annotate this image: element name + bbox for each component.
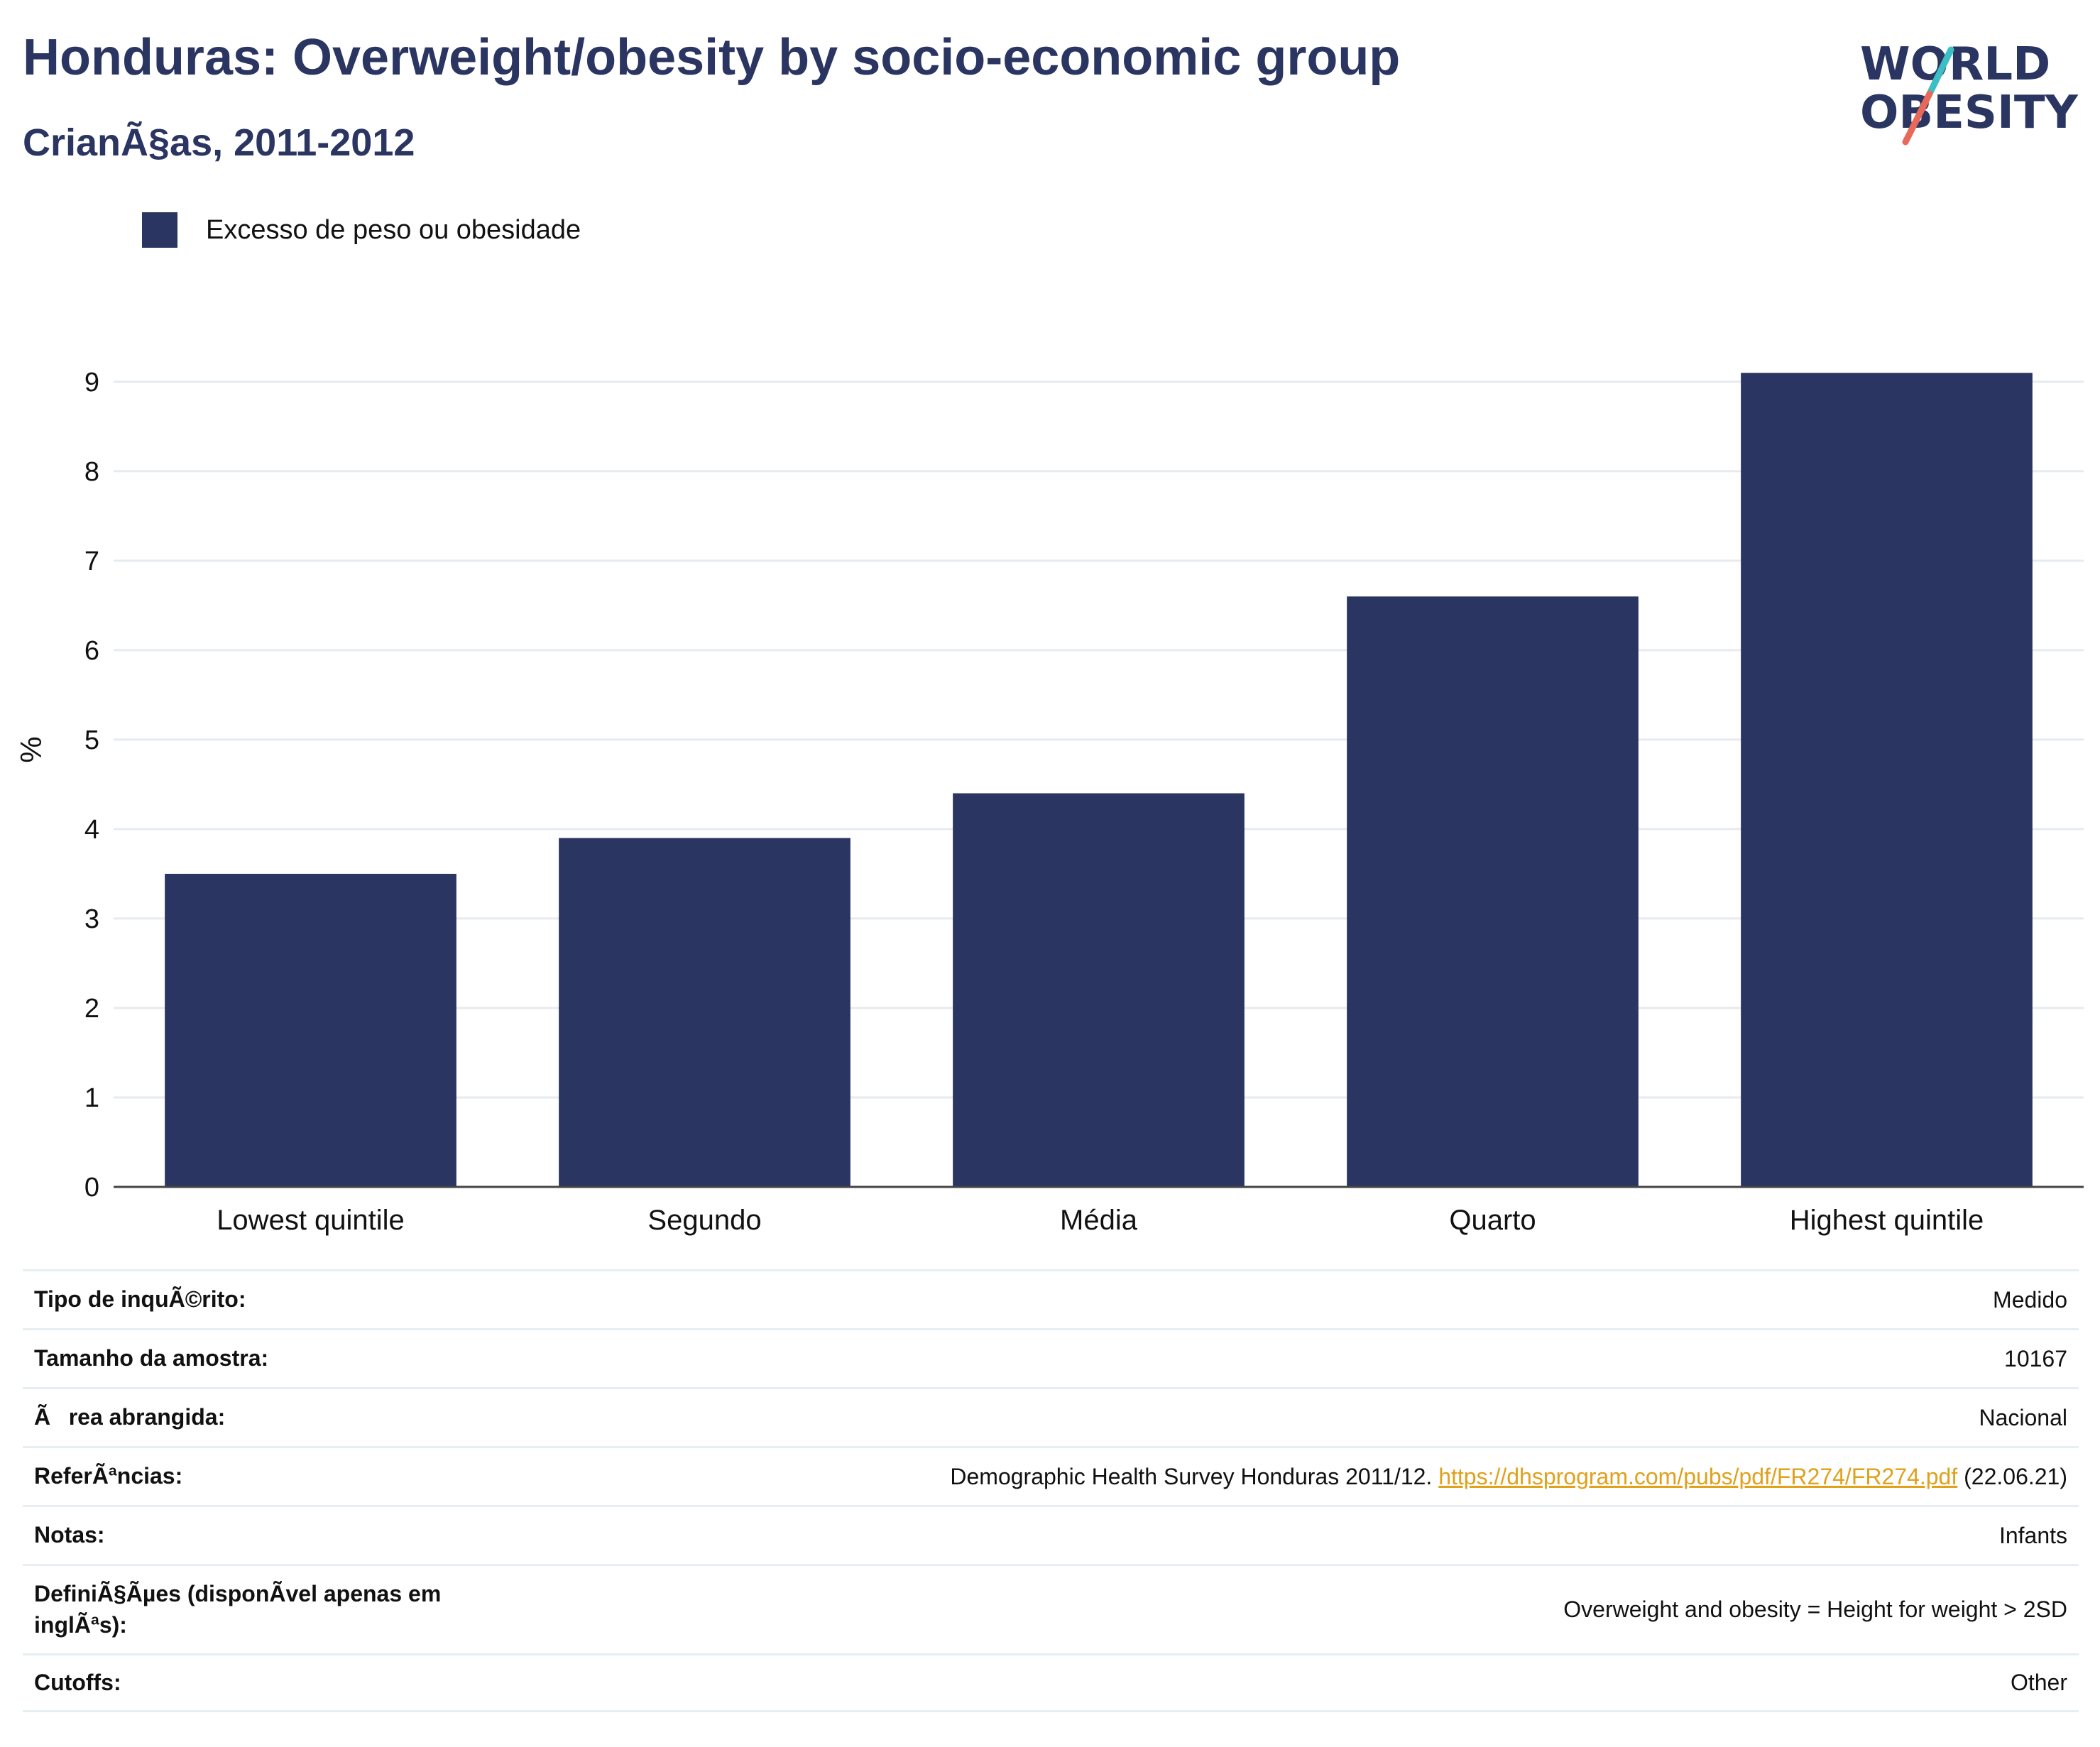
y-tick-label: 4 [84,815,99,845]
y-tick-label: 8 [84,457,99,487]
meta-value-text: Nacional [1979,1404,2067,1430]
reference-date: (22.06.21) [1964,1463,2067,1489]
meta-value-text: Overweight and obesity = Height for weig… [1563,1597,2067,1622]
meta-value: Infants [1999,1523,2067,1549]
meta-row: Tipo de inquÃ©rito: Medido [23,1269,2079,1328]
bar-chart: 0 1 2 3 4 5 6 7 8 9 Lowest quintile Segundo Média Qua… [14,368,2084,1236]
logo-slash-teal [1926,46,1954,97]
meta-value: Other [2011,1670,2067,1696]
y-tick-label: 7 [84,547,99,576]
logo-slash-coral [1902,90,1933,146]
y-tick-label: 3 [84,904,99,934]
y-tick-label: 1 [84,1083,99,1113]
meta-key: Notas: [34,1522,105,1548]
meta-value-text: Other [2010,1670,2067,1695]
meta-key: Cutoffs: [34,1669,121,1695]
legend-swatch [142,212,177,248]
y-tick-label: 5 [84,725,99,755]
y-axis-label: % [14,736,48,762]
meta-row: Cutoffs: Other [23,1653,2079,1712]
chart-subtitle: CrianÃ§as, 2011-2012 [23,121,415,164]
meta-value: Demographic Health Survey Honduras 2011/… [950,1464,2067,1490]
reference-link[interactable]: https://dhsprogram.com/pubs/pdf/FR274/FR… [1438,1463,1958,1489]
meta-key: Ãrea abrangida: [34,1404,226,1430]
bar-lowest-quintile[interactable] [165,873,456,1187]
logo-text-world: WORLD [1860,38,2050,91]
x-tick-label: Highest quintile [1790,1205,1984,1236]
meta-value: Medido [1993,1287,2067,1313]
y-tick-label: 2 [84,994,99,1024]
bar-quarto[interactable] [1347,596,1639,1187]
x-tick-label: Lowest quintile [217,1205,405,1236]
x-tick-label: Segundo [647,1205,761,1236]
meta-value-text: Medido [1993,1286,2067,1313]
y-tick-label: 9 [84,368,99,398]
meta-value: Overweight and obesity = Height for weig… [1563,1597,2067,1623]
meta-value-text: 10167 [2004,1345,2067,1371]
meta-row: Tamanho da amostra: 10167 [23,1328,2079,1387]
meta-row: Notas: Infants [23,1505,2079,1564]
meta-row: ReferÃªncias: Demographic Health Survey H… [23,1446,2079,1505]
meta-value-text: Demographic Health Survey Honduras 2011/… [950,1463,1433,1489]
chart-title: Honduras: Overweight/obesity by socio-ec… [23,29,1401,86]
meta-key: Tamanho da amostra: [34,1345,269,1371]
meta-key: DefiniÃ§Ãµes (disponÃvel apenas em inglÃ… [34,1581,442,1638]
bar-segundo[interactable] [559,838,851,1187]
x-tick-label: Média [1060,1205,1138,1236]
world-obesity-logo: WORLD OBESITY [1860,38,2078,146]
logo-text-obesity: OBESITY [1860,87,2078,139]
x-tick-label: Quarto [1449,1205,1536,1236]
meta-key: ReferÃªncias: [34,1463,183,1489]
meta-row: Ãrea abrangida: Nacional [23,1387,2079,1446]
legend-label[interactable]: Excesso de peso ou obesidade [206,214,581,245]
y-tick-label: 6 [84,636,99,666]
chart-legend: Excesso de peso ou obesidade [142,212,581,248]
meta-value: 10167 [2004,1346,2067,1372]
bar-m-dia[interactable] [953,793,1245,1187]
meta-row: DefiniÃ§Ãµes (disponÃvel apenas em inglÃ… [23,1564,2079,1653]
y-tick-label: 0 [84,1173,99,1203]
meta-key: Tipo de inquÃ©rito: [34,1286,246,1313]
meta-value-text: Infants [1998,1522,2067,1548]
meta-value: Nacional [1979,1405,2067,1431]
bar-highest-quintile[interactable] [1741,373,2033,1187]
survey-metadata-table: Tipo de inquÃ©rito: Medido Tamanho da amos… [23,1269,2079,1712]
